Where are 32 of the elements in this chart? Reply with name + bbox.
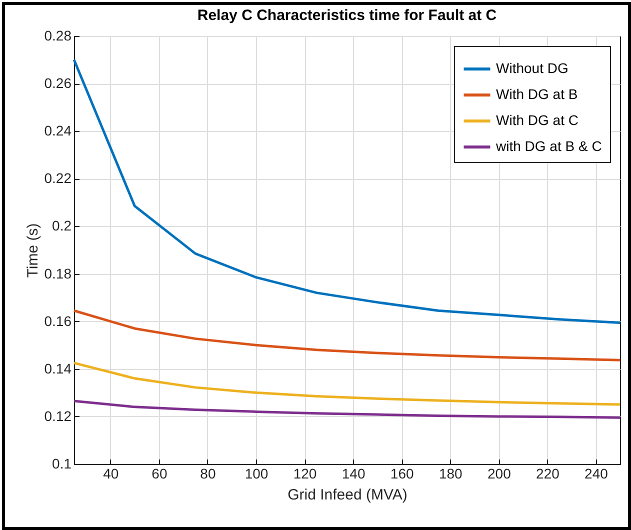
- x-tick-label: 40: [103, 466, 119, 482]
- legend-label: With DG at B: [496, 86, 578, 102]
- y-tick-label: 0.14: [44, 360, 72, 376]
- x-tick-label: 180: [438, 466, 463, 482]
- x-tick-label: 240: [584, 466, 608, 482]
- legend-label: Without DG: [496, 60, 568, 76]
- y-axis-title: Time (s): [24, 223, 42, 278]
- y-tick-label: 0.18: [44, 265, 72, 282]
- legend-label: With DG at C: [496, 112, 578, 128]
- x-tick-label: 80: [200, 466, 216, 482]
- y-tick-label: 0.26: [44, 75, 72, 92]
- y-tick-label: 0.16: [44, 312, 72, 329]
- x-tick-label: 160: [390, 466, 414, 482]
- y-tick-label: 0.2: [52, 218, 72, 234]
- line-series: [72, 362, 622, 406]
- x-tick-label: 200: [487, 466, 512, 482]
- y-tick-label: 0.22: [44, 170, 72, 186]
- x-tick-label: 140: [342, 466, 366, 482]
- legend-label: with DG at B & C: [495, 138, 602, 154]
- y-tick-label: 0.24: [44, 122, 72, 139]
- x-axis-title: Grid Infeed (MVA): [288, 486, 408, 504]
- x-tick-label: 120: [293, 466, 317, 482]
- y-tick-label: 0.28: [44, 28, 72, 44]
- y-tick-label: 0.1: [52, 456, 72, 472]
- line-series: [72, 58, 622, 324]
- chart-title: Relay C Characteristics time for Fault at C: [197, 7, 497, 24]
- y-tick-label: 0.12: [44, 408, 72, 424]
- x-tick-label: 100: [244, 466, 268, 482]
- line-series: [72, 400, 622, 419]
- x-tick-label: 60: [152, 466, 168, 482]
- line-series: [72, 309, 622, 362]
- x-tick-label: 220: [536, 466, 560, 482]
